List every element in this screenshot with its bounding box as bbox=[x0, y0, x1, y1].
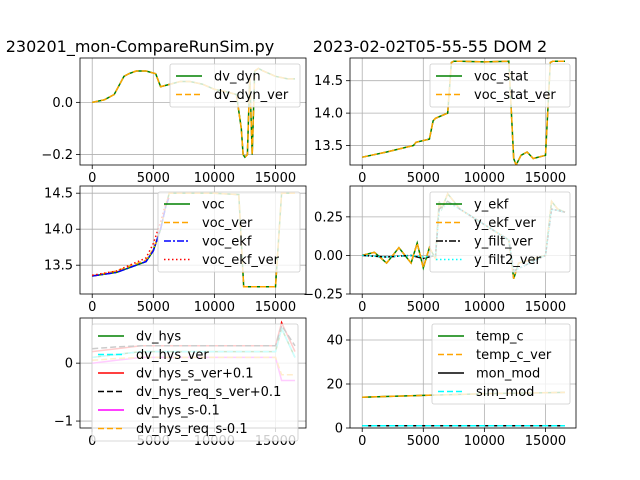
x-tick-label: 0 bbox=[358, 171, 366, 186]
x-tick-label: 15000 bbox=[525, 300, 566, 315]
x-tick-label: 0 bbox=[88, 434, 96, 449]
y-tick-label: 0.25 bbox=[314, 210, 343, 225]
y-tick-label: 20 bbox=[326, 378, 343, 393]
y-tick-label: 14.5 bbox=[44, 187, 73, 202]
y-tick-label: 0 bbox=[65, 357, 73, 372]
legend-label: dv_hys_ver bbox=[136, 348, 209, 363]
x-tick-label: 15000 bbox=[255, 171, 296, 186]
series-line-2 bbox=[362, 60, 565, 165]
legend: dv_dyn dv_dyn_ver bbox=[169, 63, 301, 108]
x-tick-label: 10000 bbox=[464, 300, 505, 315]
series-line-4 bbox=[92, 196, 170, 277]
x-tick-label: 10000 bbox=[464, 434, 505, 449]
x-tick-label: 5000 bbox=[137, 171, 170, 186]
x-tick-label: 10000 bbox=[194, 171, 235, 186]
legend-label: dv_hys_req_s_ver+0.1 bbox=[136, 385, 281, 400]
x-tick-label: 0 bbox=[88, 171, 96, 186]
x-tick-label: 15000 bbox=[255, 300, 296, 315]
y-tick-label: 0.00 bbox=[314, 249, 343, 264]
y-tick-label: 14.5 bbox=[314, 74, 343, 89]
axes-frame bbox=[79, 185, 307, 295]
subplot-4: 0 5000 10000 15000 −0.25 0.00 0.25 y_ekf y_ekf_v… bbox=[303, 185, 577, 315]
y-tick-label: 13.5 bbox=[314, 139, 343, 154]
legend-label: voc bbox=[202, 198, 225, 213]
legend-label: temp_c bbox=[476, 330, 524, 345]
legend-label: y_ekf bbox=[474, 198, 509, 213]
subplot-1: 0 5000 10000 15000 −0.2 0.0 dv_dyn dv_dyn_ver bbox=[41, 57, 307, 186]
figure-title-left: 230201_mon-CompareRunSim.py bbox=[6, 37, 275, 57]
x-tick-label: 15000 bbox=[525, 434, 566, 449]
legend: y_ekf y_ekf_ver y_filt_ver y_filt2_ver bbox=[429, 191, 571, 273]
legend-label: dv_hys_s_ver+0.1 bbox=[136, 367, 254, 382]
legend-label: y_filt2_ver bbox=[474, 253, 542, 268]
x-tick-label: 10000 bbox=[464, 171, 505, 186]
x-tick-label: 0 bbox=[88, 300, 96, 315]
x-tick-label: 10000 bbox=[194, 300, 235, 315]
x-tick-label: 5000 bbox=[407, 434, 440, 449]
y-tick-label: 14.0 bbox=[44, 223, 73, 238]
subplot-5: 0 5000 10000 15000−10dv_hysdv_hys_verdv_hys… bbox=[54, 317, 307, 449]
legend-label: voc_ver bbox=[202, 216, 253, 231]
figure-title-right: 2023-02-02T05-55-55 DOM 2 bbox=[313, 37, 547, 56]
axes-frame bbox=[349, 185, 577, 295]
legend-label: voc_stat bbox=[474, 70, 528, 85]
legend-label: voc_ekf bbox=[202, 235, 252, 250]
x-tick-label: 5000 bbox=[407, 171, 440, 186]
legend-label: y_ekf_ver bbox=[474, 216, 536, 231]
axes-frame bbox=[349, 317, 577, 429]
axes-frame bbox=[349, 57, 577, 166]
legend-box bbox=[91, 323, 299, 442]
legend-label: temp_c_ver bbox=[476, 348, 552, 363]
legend: temp_c temp_c_ver mon_mod sim_mod bbox=[431, 323, 571, 405]
legend: voc_stat voc_stat_ver bbox=[429, 63, 571, 108]
legend: dv_hys dv_hys_ver dv_hys_s_ver+0.1 dv_hys_r… bbox=[91, 323, 299, 442]
x-tick-label: 15000 bbox=[525, 171, 566, 186]
legend-label: dv_hys_s-0.1 bbox=[136, 404, 220, 419]
x-tick-label: 0 bbox=[358, 300, 366, 315]
y-tick-label: 13.5 bbox=[44, 259, 73, 274]
legend-label: y_filt_ver bbox=[474, 235, 533, 250]
legend-label: dv_hys_req_s-0.1 bbox=[136, 422, 248, 437]
legend-box bbox=[431, 323, 571, 405]
legend-label: dv_hys bbox=[136, 330, 181, 345]
y-tick-label: −0.2 bbox=[41, 148, 73, 163]
x-tick-label: 0 bbox=[358, 434, 366, 449]
legend-box bbox=[429, 63, 571, 108]
legend-label: dv_dyn_ver bbox=[214, 88, 289, 103]
x-tick-label: 5000 bbox=[407, 300, 440, 315]
legend-label: dv_dyn bbox=[214, 70, 261, 85]
y-tick-label: 14.0 bbox=[314, 107, 343, 122]
legend: voc voc_ver voc_ekf voc_ekf_ver bbox=[157, 191, 301, 273]
y-tick-label: 0.0 bbox=[52, 96, 73, 111]
legend-box bbox=[169, 63, 301, 108]
y-tick-label: 0 bbox=[335, 422, 343, 437]
legend-box bbox=[429, 191, 571, 273]
legend-label: voc_ekf_ver bbox=[202, 253, 280, 268]
axes-frame bbox=[79, 57, 307, 166]
y-tick-label: 40 bbox=[326, 334, 343, 349]
legend-label: voc_stat_ver bbox=[474, 88, 556, 103]
y-tick-label: −1 bbox=[54, 415, 73, 430]
x-tick-label: 5000 bbox=[137, 300, 170, 315]
legend-label: sim_mod bbox=[476, 385, 534, 400]
subplot-3: 0 5000 10000 1500013.514.014.5vocvoc_vervoc… bbox=[44, 185, 307, 315]
legend-box bbox=[157, 191, 301, 273]
legend-label: mon_mod bbox=[476, 367, 540, 382]
y-tick-label: −0.25 bbox=[303, 288, 343, 303]
subplot-6: 0 5000 10000 15000 0 20 40 temp_c temp_c_ver mon_… bbox=[326, 317, 577, 449]
